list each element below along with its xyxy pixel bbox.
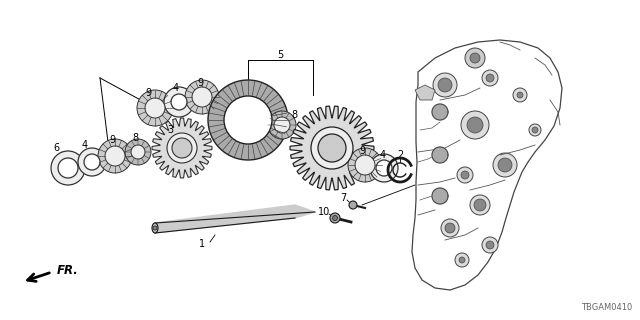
Circle shape: [167, 133, 197, 163]
Circle shape: [529, 124, 541, 136]
Text: 9: 9: [109, 135, 115, 145]
Text: FR.: FR.: [57, 265, 79, 277]
Text: 3: 3: [167, 125, 173, 135]
Circle shape: [517, 92, 523, 98]
Circle shape: [461, 111, 489, 139]
Circle shape: [486, 241, 494, 249]
Circle shape: [474, 199, 486, 211]
Circle shape: [164, 87, 194, 117]
Text: 8: 8: [291, 110, 297, 120]
Polygon shape: [432, 104, 448, 120]
Circle shape: [441, 219, 459, 237]
Circle shape: [486, 74, 494, 82]
Circle shape: [131, 145, 145, 159]
Circle shape: [433, 73, 457, 97]
Circle shape: [185, 80, 219, 114]
Circle shape: [461, 171, 469, 179]
Circle shape: [145, 98, 165, 118]
Circle shape: [348, 148, 382, 182]
Circle shape: [137, 90, 173, 126]
Text: 6: 6: [53, 143, 59, 153]
Polygon shape: [155, 205, 315, 233]
Circle shape: [333, 215, 337, 220]
Circle shape: [349, 201, 357, 209]
Circle shape: [376, 160, 392, 176]
Text: 5: 5: [277, 50, 283, 60]
Circle shape: [105, 146, 125, 166]
Text: 10: 10: [318, 207, 330, 217]
Circle shape: [470, 53, 480, 63]
Circle shape: [445, 223, 455, 233]
Circle shape: [311, 127, 353, 169]
Polygon shape: [152, 118, 212, 178]
Circle shape: [192, 87, 212, 107]
Text: 4: 4: [173, 83, 179, 93]
Circle shape: [467, 117, 483, 133]
Text: 2: 2: [397, 150, 403, 160]
Circle shape: [51, 151, 85, 185]
Circle shape: [153, 226, 157, 230]
Text: TBGAM0410: TBGAM0410: [580, 303, 632, 312]
Circle shape: [78, 148, 106, 176]
Circle shape: [84, 154, 100, 170]
Circle shape: [532, 127, 538, 133]
Circle shape: [470, 195, 490, 215]
Circle shape: [172, 138, 192, 158]
Circle shape: [268, 111, 296, 139]
Text: 9: 9: [197, 78, 203, 88]
Circle shape: [355, 155, 375, 175]
Text: 8: 8: [132, 133, 138, 143]
Text: 4: 4: [380, 150, 386, 160]
Circle shape: [482, 70, 498, 86]
Circle shape: [493, 153, 517, 177]
Circle shape: [370, 154, 398, 182]
Circle shape: [58, 158, 78, 178]
Circle shape: [330, 213, 340, 223]
Polygon shape: [432, 147, 448, 163]
Text: 9: 9: [145, 88, 151, 98]
Circle shape: [208, 80, 288, 160]
Polygon shape: [290, 106, 374, 190]
Text: 7: 7: [340, 193, 346, 203]
Circle shape: [318, 134, 346, 162]
Text: 1: 1: [199, 239, 205, 249]
Polygon shape: [432, 188, 448, 204]
Circle shape: [498, 158, 512, 172]
Circle shape: [459, 257, 465, 263]
Ellipse shape: [152, 223, 158, 233]
Circle shape: [98, 139, 132, 173]
Circle shape: [482, 237, 498, 253]
Polygon shape: [415, 85, 435, 100]
Circle shape: [457, 167, 473, 183]
Circle shape: [438, 78, 452, 92]
Circle shape: [224, 96, 272, 144]
Circle shape: [513, 88, 527, 102]
Circle shape: [465, 48, 485, 68]
Text: 9: 9: [359, 146, 365, 156]
Circle shape: [171, 94, 187, 110]
Text: 4: 4: [82, 140, 88, 150]
Circle shape: [125, 139, 151, 165]
Circle shape: [455, 253, 469, 267]
Circle shape: [274, 117, 290, 133]
